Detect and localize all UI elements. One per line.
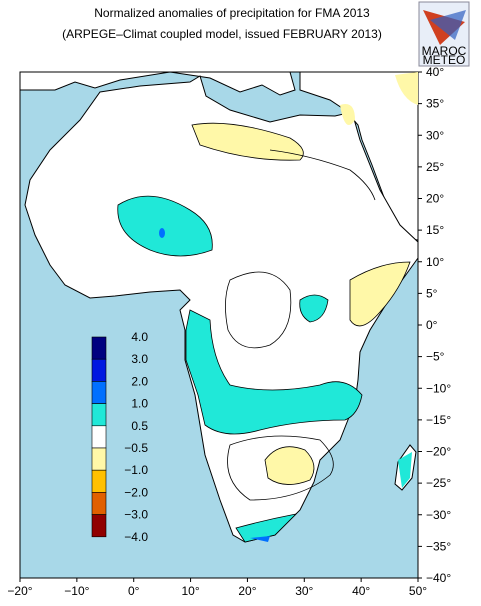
subtitle: (ARPEGE–Climat coupled model, issued FEB… (62, 27, 382, 41)
legend-swatch (91, 447, 107, 471)
asia (299, 71, 419, 241)
lat-tick-label: 0° (426, 318, 438, 332)
lat-tick-label: 35° (426, 97, 444, 111)
legend-swatch (91, 425, 107, 449)
lon-tick-label: 30° (295, 584, 313, 598)
legend-label: 1.0 (131, 397, 148, 411)
lon-tick-label: 50° (409, 584, 427, 598)
legend-swatch (91, 514, 107, 538)
africa (24, 75, 419, 543)
legend-label: −0.5 (124, 441, 148, 455)
legend-swatch (91, 381, 107, 404)
lat-tick-label: −5° (426, 350, 445, 364)
legend-swatch (91, 403, 107, 427)
lon-tick-label: 40° (352, 584, 370, 598)
legend-label: 2.0 (131, 374, 148, 388)
legend-label: −4.0 (124, 530, 148, 544)
logo-text: METEO (423, 53, 466, 67)
lat-tick-label: −20° (426, 445, 451, 459)
legend-label: 4.0 (131, 330, 148, 344)
title: Normalized anomalies of precipitation fo… (94, 6, 370, 20)
lon-tick-label: 10° (181, 584, 199, 598)
logo: MAROC METEO (418, 1, 470, 67)
legend-label: −3.0 (124, 508, 148, 522)
lon-tick-label: −10° (64, 584, 89, 598)
lat-tick-label: 25° (426, 160, 444, 174)
lat-tick-label: −40° (426, 571, 451, 585)
lat-tick-label: 40° (426, 65, 444, 79)
lon-tick-label: 20° (238, 584, 256, 598)
lat-tick-label: 30° (426, 128, 444, 142)
logo-text: MAROC (422, 44, 467, 58)
lat-tick-label: −15° (426, 413, 451, 427)
map (19, 71, 419, 579)
lat-tick-label: 5° (426, 286, 438, 300)
europe (19, 71, 296, 96)
legend-swatch (91, 358, 107, 382)
lat-tick-label: −25° (426, 476, 451, 490)
lat-tick-label: 20° (426, 192, 444, 206)
legend-label: −1.0 (124, 463, 148, 477)
lat-tick-label: −35° (426, 539, 451, 553)
lon-tick-label: 0° (128, 584, 140, 598)
lat-tick-label: −10° (426, 381, 451, 395)
legend-label: −2.0 (124, 485, 148, 499)
lat-tick-label: 10° (426, 255, 444, 269)
legend-label: 0.5 (131, 419, 148, 433)
legend-swatch (91, 336, 107, 360)
lat-tick-label: −30° (426, 508, 451, 522)
legend-swatch (91, 492, 107, 515)
lon-tick-label: −20° (7, 584, 32, 598)
legend-label: 3.0 (131, 352, 148, 366)
legend-swatch (91, 469, 107, 493)
lat-tick-label: 15° (426, 223, 444, 237)
